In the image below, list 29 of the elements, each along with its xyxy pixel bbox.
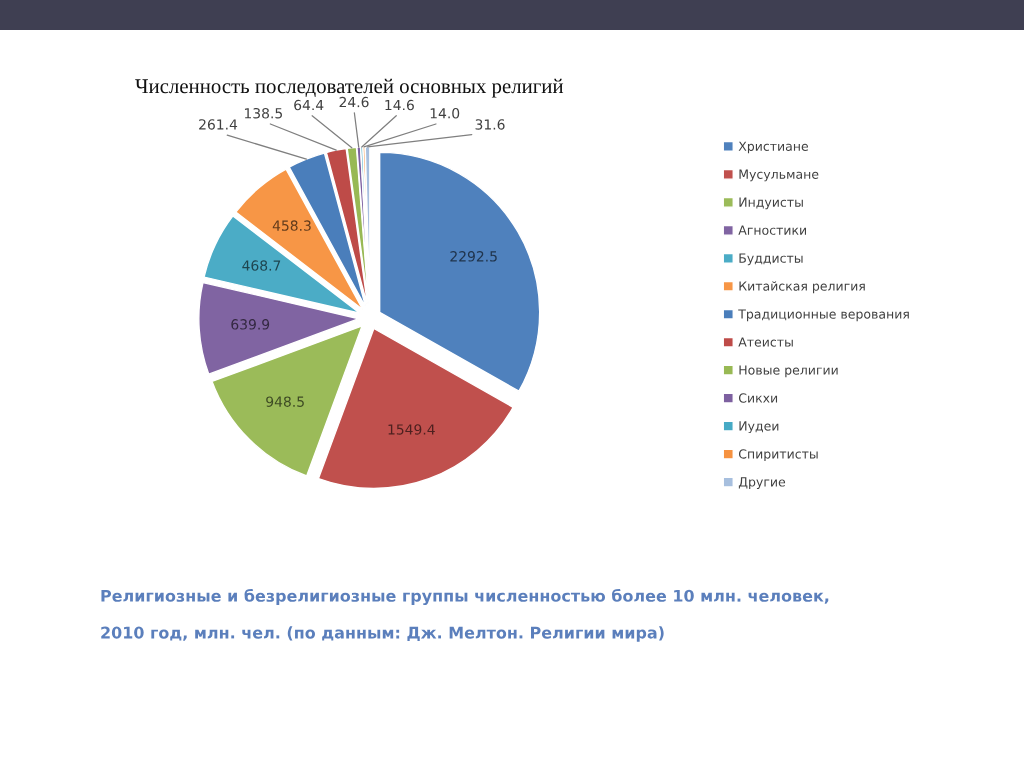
legend-label: Мусульмане [739, 169, 819, 182]
legend-label: Новые религии [739, 365, 838, 378]
text: Религиозные и безрелигиозные группы численностью более 10 млн. человек, [101, 588, 829, 606]
legend-label: Буддисты [739, 253, 803, 266]
data-label: 64.4 [294, 99, 324, 111]
legend-label: Другие [738, 477, 786, 490]
data-label: 639.9 [231, 319, 270, 330]
legend-label: Атеисты [738, 337, 793, 347]
data-label: 468.7 [242, 260, 281, 271]
data-label: 458.3 [272, 220, 311, 231]
legend-label: Спиритисты [738, 449, 818, 462]
data-label: 261.4 [199, 119, 238, 130]
data-label: 948.5 [266, 396, 304, 407]
data-label: 1549.4 [388, 424, 435, 435]
legend-label: Традиционные верования [738, 309, 909, 322]
chart-title: Численность последователей основных религий [135, 78, 564, 98]
data-label: 24.6 [339, 96, 369, 108]
legend-label: Христиане [738, 141, 809, 154]
data-label: 2292.5 [450, 251, 497, 262]
data-label: 14.0 [430, 108, 460, 119]
data-label: 14.6 [385, 99, 414, 111]
legend-label: Иудеи [739, 421, 779, 434]
text: 2010 год, млн. чел. (по данным: Дж. Мелтон. Религии мира) [101, 626, 664, 642]
legend-label: Агностики [738, 225, 806, 235]
legend-label: Китайская религия [739, 281, 865, 294]
data-label: 31.6 [475, 119, 505, 130]
legend-label: Индуисты [739, 197, 803, 210]
legend-label: Сикхи [738, 393, 778, 403]
data-label: 138.5 [244, 108, 282, 119]
